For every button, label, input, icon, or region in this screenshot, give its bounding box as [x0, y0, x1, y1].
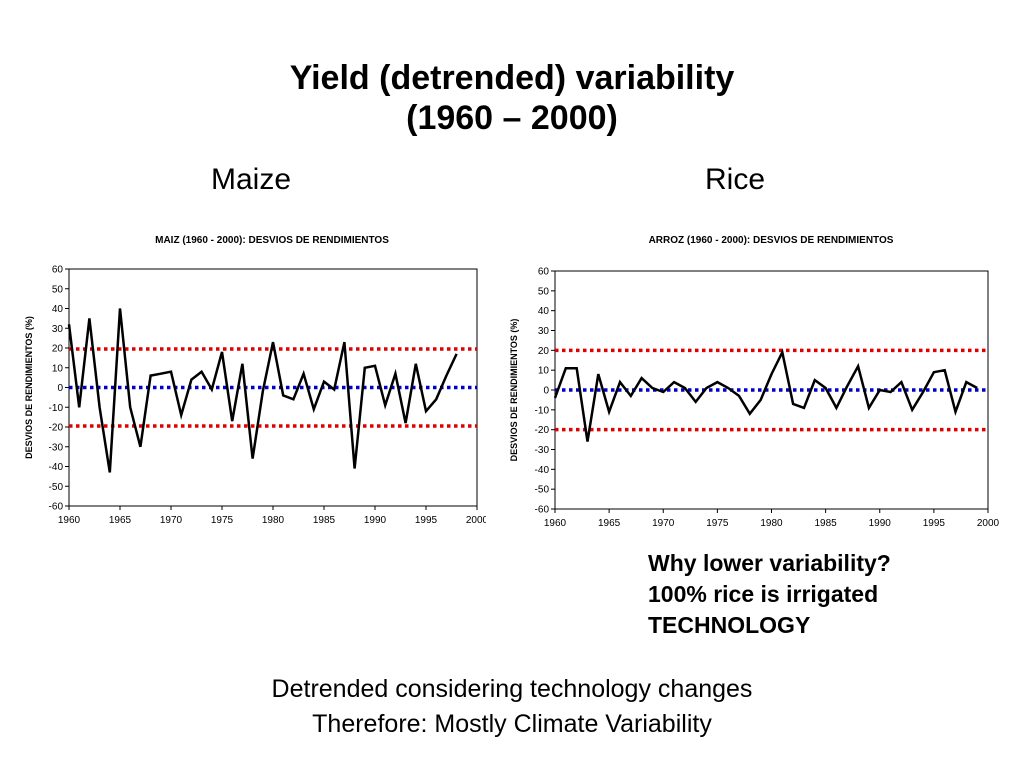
- x-tick-label: 1990: [364, 515, 387, 526]
- y-tick-label: 30: [52, 324, 64, 335]
- note-line-3: TECHNOLOGY: [648, 612, 811, 638]
- y-tick-label: 50: [52, 284, 64, 295]
- note-line-2: 100% rice is irrigated: [648, 581, 879, 607]
- x-tick-label: 1975: [211, 515, 234, 526]
- variability-note: Why lower variability? 100% rice is irri…: [648, 548, 891, 641]
- y-tick-label: -20: [535, 425, 550, 436]
- y-tick-label: -30: [535, 445, 550, 456]
- series-line: [67, 308, 458, 473]
- y-tick-label: -40: [49, 462, 64, 473]
- y-tick-label: 60: [52, 265, 64, 276]
- y-tick-label: 40: [538, 306, 550, 317]
- y-axis-label: DESVIOS DE RENDIMIENTOS (%): [24, 316, 34, 459]
- x-tick-label: 1995: [415, 515, 438, 526]
- x-tick-label: 1970: [160, 515, 183, 526]
- y-tick-label: -30: [49, 442, 64, 453]
- y-tick-label: -50: [535, 485, 550, 496]
- y-tick-label: 20: [538, 346, 550, 357]
- x-tick-label: 1960: [544, 518, 567, 529]
- y-tick-label: -10: [535, 405, 550, 416]
- y-tick-label: -60: [535, 505, 550, 516]
- x-tick-label: 1980: [760, 518, 783, 529]
- x-tick-label: 1995: [923, 518, 946, 529]
- y-tick-label: 50: [538, 286, 550, 297]
- y-axis-label: DESVIOS DE RENDIMIENTOS (%): [509, 319, 519, 462]
- slide-title-line-1: Yield (detrended) variability: [289, 59, 735, 97]
- y-tick-label: -20: [49, 423, 64, 434]
- y-tick-label: 40: [52, 304, 64, 315]
- maize-chart: MAIZ (1960 - 2000): DESVIOS DE RENDIMIEN…: [24, 235, 486, 526]
- x-tick-label: 1980: [262, 515, 285, 526]
- y-tick-label: 20: [52, 344, 64, 355]
- x-tick-label: 1985: [815, 518, 838, 529]
- x-tick-label: 1985: [313, 515, 336, 526]
- x-tick-label: 1975: [706, 518, 729, 529]
- slide-title: Yield (detrended) variability (1960 – 20…: [0, 58, 1024, 138]
- y-tick-label: 0: [543, 386, 549, 397]
- rice-chart: ARROZ (1960 - 2000): DESVIOS DE RENDIMIE…: [509, 235, 1000, 529]
- y-tick-label: 30: [538, 326, 550, 337]
- slide-title-line-2: (1960 – 2000): [406, 99, 618, 137]
- chart-title: MAIZ (1960 - 2000): DESVIOS DE RENDIMIEN…: [155, 235, 389, 246]
- chart-title: ARROZ (1960 - 2000): DESVIOS DE RENDIMIE…: [649, 235, 894, 246]
- x-tick-label: 1970: [652, 518, 675, 529]
- y-tick-label: 0: [57, 383, 63, 394]
- x-tick-label: 2000: [977, 518, 1000, 529]
- y-tick-label: 60: [538, 267, 550, 278]
- y-tick-label: 10: [538, 366, 550, 377]
- x-tick-label: 1965: [598, 518, 621, 529]
- y-tick-label: -60: [49, 502, 64, 513]
- maize-label: Maize: [210, 163, 292, 196]
- series-line: [553, 348, 978, 442]
- x-tick-label: 1960: [58, 515, 81, 526]
- x-tick-label: 1965: [109, 515, 132, 526]
- footer-line-1: Detrended considering technology changes: [271, 675, 753, 703]
- y-tick-label: 10: [52, 363, 64, 374]
- footer-line-2: Therefore: Mostly Climate Variability: [312, 710, 712, 738]
- note-line-1: Why lower variability?: [648, 550, 891, 576]
- x-tick-label: 1990: [869, 518, 892, 529]
- x-tick-label: 2000: [466, 515, 486, 526]
- footer-text: Detrended considering technology changes…: [0, 672, 1024, 742]
- y-tick-label: -40: [535, 465, 550, 476]
- y-tick-label: -50: [49, 482, 64, 493]
- rice-label: Rice: [704, 163, 765, 196]
- y-tick-label: -10: [49, 403, 64, 414]
